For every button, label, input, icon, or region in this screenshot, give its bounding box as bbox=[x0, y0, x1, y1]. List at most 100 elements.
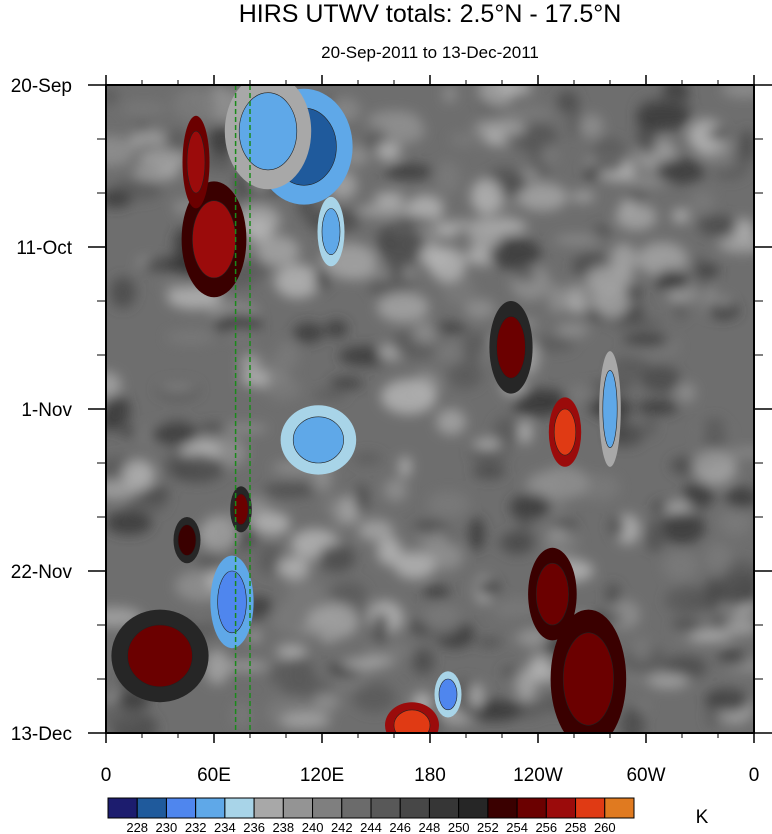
texture-blob bbox=[122, 459, 155, 491]
colorbar-label: 260 bbox=[594, 820, 616, 834]
x-tick-label: 0 bbox=[101, 765, 112, 786]
texture-blob bbox=[476, 638, 503, 647]
feature-core bbox=[217, 570, 247, 634]
texture-blob bbox=[265, 376, 301, 401]
texture-blob bbox=[106, 371, 122, 398]
texture-blob bbox=[106, 480, 138, 500]
texture-blob bbox=[725, 486, 754, 509]
texture-blob bbox=[411, 648, 435, 675]
texture-blob bbox=[691, 453, 731, 465]
texture-blob bbox=[708, 127, 728, 140]
texture-blob bbox=[704, 543, 733, 573]
texture-blob bbox=[739, 129, 754, 162]
background-texture bbox=[106, 85, 754, 733]
texture-blob bbox=[243, 217, 272, 243]
y-tick-label: 22-Nov bbox=[11, 562, 73, 583]
colorbar-label: 232 bbox=[185, 820, 207, 834]
texture-blob bbox=[373, 192, 406, 205]
colorbar-swatch bbox=[107, 797, 138, 819]
x-axis: 0 60E 120E 180 120W 60W 0 bbox=[101, 75, 759, 786]
colorbar-swatch bbox=[545, 797, 577, 819]
colorbar-swatch bbox=[399, 797, 430, 819]
plot-area bbox=[106, 85, 754, 733]
colorbar-swatch bbox=[341, 797, 372, 819]
texture-blob bbox=[314, 267, 331, 291]
texture-blob bbox=[514, 388, 570, 407]
texture-blob bbox=[255, 235, 300, 267]
texture-blob bbox=[501, 531, 533, 555]
y-tick-label: 1-Nov bbox=[21, 400, 72, 421]
texture-blob bbox=[690, 256, 707, 266]
feature-core bbox=[393, 709, 431, 733]
x-tick-label: 60W bbox=[626, 765, 665, 786]
texture-blob bbox=[165, 330, 216, 345]
colorbar-label: 246 bbox=[389, 820, 411, 834]
texture-blob bbox=[501, 667, 522, 677]
texture-blob bbox=[357, 519, 394, 542]
texture-blob bbox=[515, 675, 537, 702]
texture-blob bbox=[553, 235, 601, 245]
texture-blob bbox=[655, 158, 706, 184]
colorbar-swatch bbox=[312, 797, 343, 819]
texture-blob bbox=[631, 637, 652, 661]
texture-blob bbox=[433, 341, 465, 362]
texture-blob bbox=[647, 673, 690, 689]
texture-blob bbox=[605, 583, 621, 606]
colorbar-label: 252 bbox=[477, 820, 499, 834]
colorbar-swatch bbox=[136, 797, 167, 819]
texture-blob bbox=[380, 379, 437, 415]
texture-blob bbox=[728, 448, 754, 457]
texture-blob bbox=[682, 481, 715, 509]
reference-lines bbox=[234, 85, 251, 733]
feature-core bbox=[321, 208, 341, 256]
texture-blob bbox=[120, 102, 167, 115]
texture-blob bbox=[106, 135, 137, 167]
texture-blob bbox=[537, 466, 589, 500]
texture-blob bbox=[254, 511, 291, 536]
x-tick-label: 180 bbox=[414, 765, 446, 786]
texture-blob bbox=[352, 452, 383, 464]
texture-blob bbox=[406, 194, 444, 222]
colorbar-swatch bbox=[282, 797, 314, 819]
texture-blob bbox=[636, 399, 679, 415]
colorbar-swatch bbox=[370, 797, 401, 819]
texture-blob bbox=[636, 700, 649, 713]
texture-blob bbox=[393, 551, 436, 580]
colorbar-label: 256 bbox=[535, 820, 557, 834]
texture-blob bbox=[276, 645, 308, 658]
texture-blob bbox=[470, 683, 484, 709]
colorbar-label: 238 bbox=[272, 820, 294, 834]
colorbar-swatch bbox=[195, 797, 226, 819]
texture-blob bbox=[579, 114, 604, 139]
texture-blob bbox=[518, 420, 532, 444]
texture-blob bbox=[390, 217, 435, 226]
texture-blob bbox=[608, 600, 641, 629]
colorbar-label: 234 bbox=[214, 820, 236, 834]
texture-blob bbox=[707, 302, 740, 320]
texture-blob bbox=[528, 655, 552, 679]
texture-blob bbox=[488, 237, 542, 270]
colorbar: 228 230 232 234 236 238 240 242 244 246 248 250 252 2… bbox=[107, 797, 635, 834]
feature-core bbox=[602, 370, 618, 448]
texture-blob bbox=[555, 322, 589, 338]
texture-blob bbox=[412, 520, 449, 534]
x-tick-label: 120E bbox=[300, 765, 344, 786]
texture-blob bbox=[705, 688, 750, 713]
feature-core bbox=[562, 632, 614, 726]
texture-blob bbox=[158, 383, 197, 393]
texture-blob bbox=[389, 252, 404, 282]
texture-blob bbox=[470, 178, 503, 215]
colorbar-swatch bbox=[604, 797, 635, 819]
texture-blob bbox=[655, 269, 689, 293]
texture-blob bbox=[224, 328, 259, 342]
colorbar-swatch bbox=[165, 797, 197, 819]
texture-blob bbox=[715, 574, 754, 607]
texture-blob bbox=[569, 106, 583, 138]
feature-core bbox=[186, 130, 206, 194]
texture-blob bbox=[637, 242, 688, 276]
texture-blob bbox=[702, 155, 739, 169]
texture-blob bbox=[383, 478, 408, 502]
feature-core bbox=[553, 408, 577, 456]
colorbar-label: 258 bbox=[565, 820, 587, 834]
